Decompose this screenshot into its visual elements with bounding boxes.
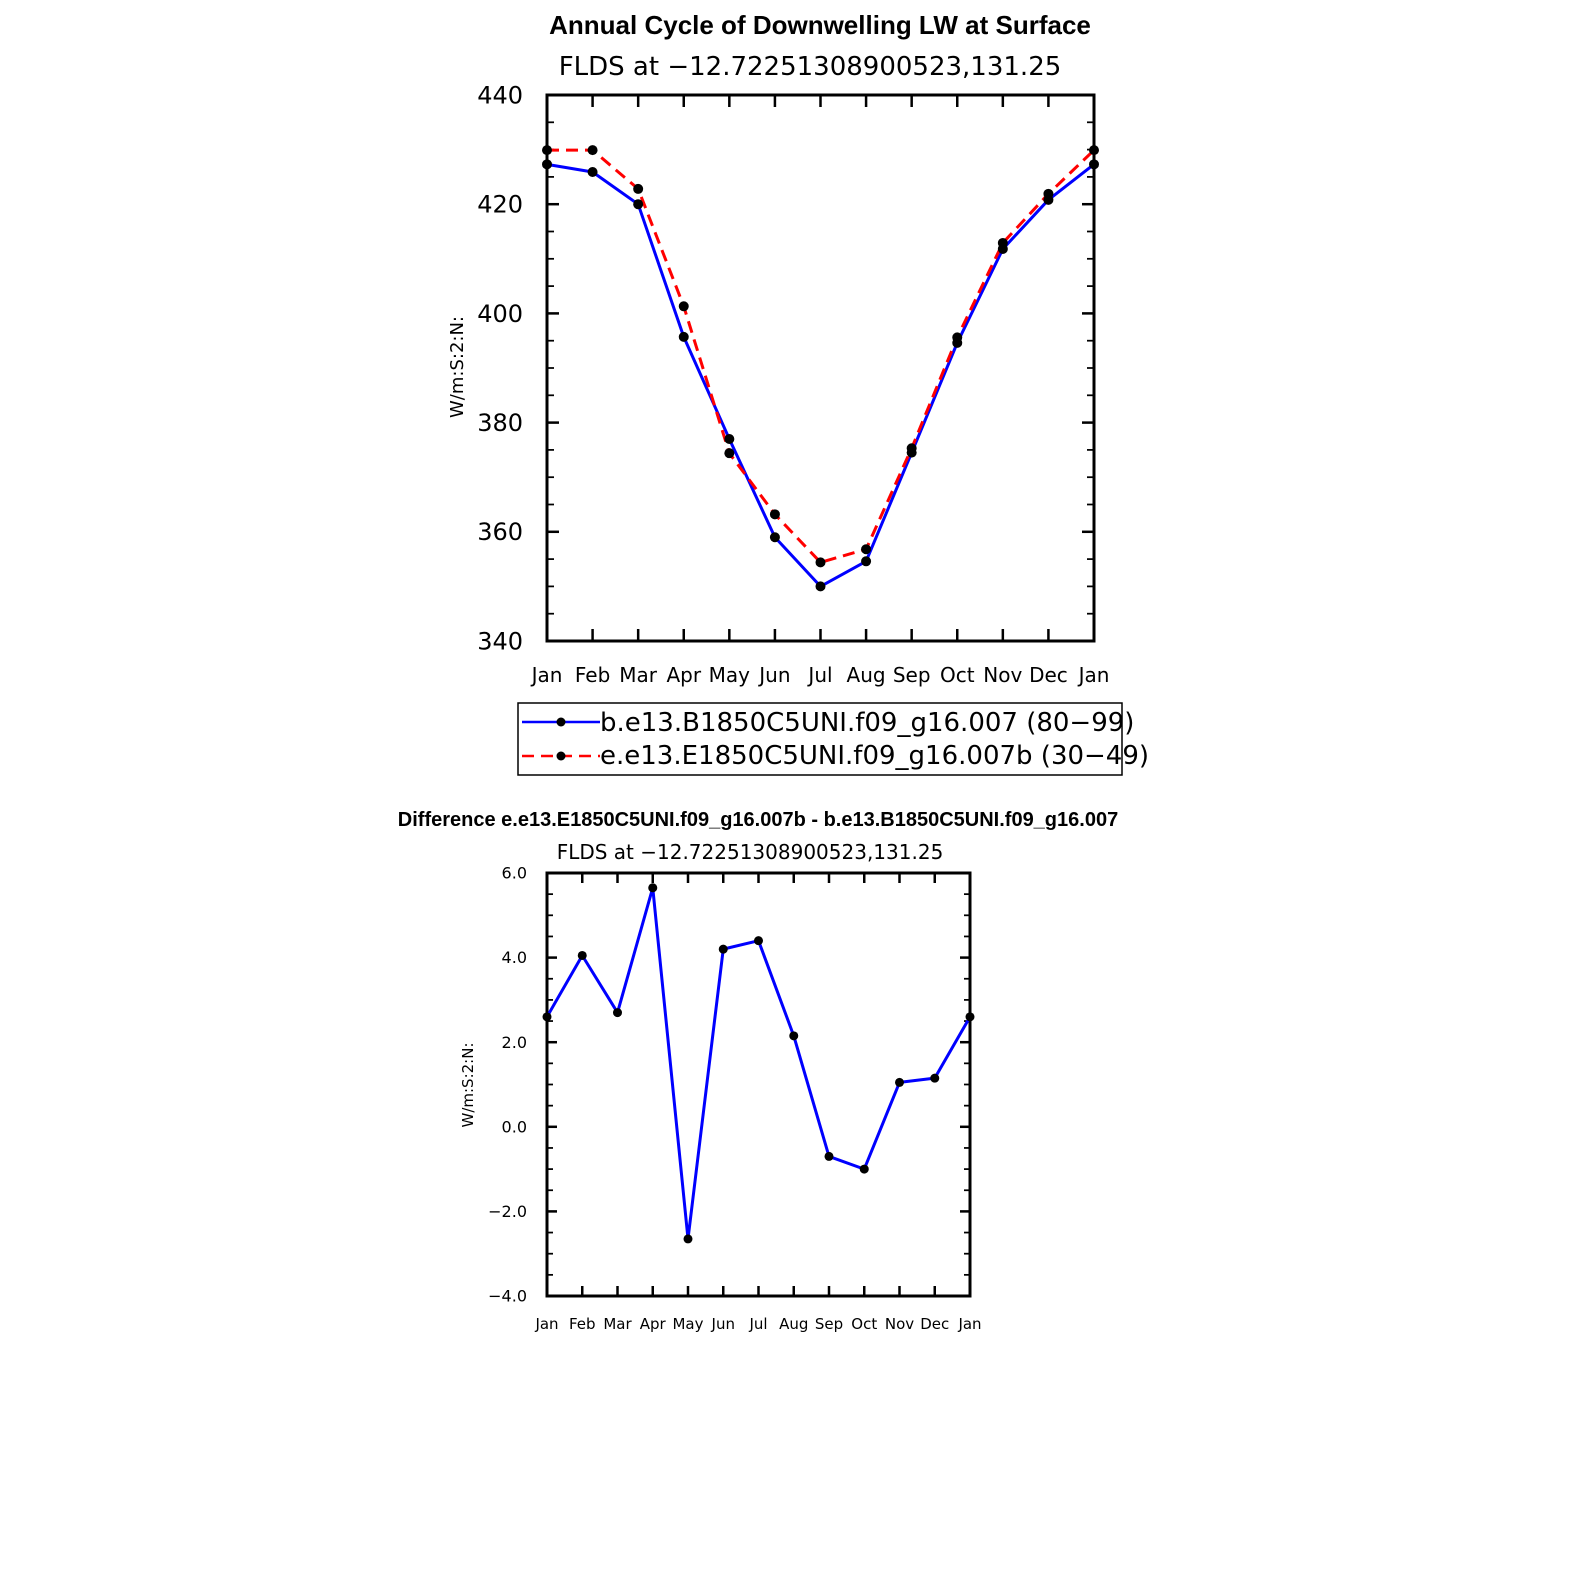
data-point-series-2 [952,332,963,343]
data-point-series-1 [683,1234,693,1244]
y-tick-label: −4.0 [488,1287,527,1306]
data-point-series-2 [769,509,780,520]
series-line-2 [547,148,1096,564]
plot-frame: Jan Feb Mar Apr May Jun Jul Aug Sep Oct Nov Dec Jan 3… [477,81,1109,687]
y-tick-label: 340 [477,627,523,655]
x-tick-label: Dec [920,1315,949,1333]
chart-subtitle: FLDS at −12.72251308900523,131.25 [559,52,1062,82]
plot-frame: Jan Feb Mar Apr May Jun Jul Aug Sep Oct Nov Dec Jan−… [488,864,981,1333]
annual-cycle-chart: Annual Cycle of Downwelling LW at Surfac… [447,10,1149,776]
data-point-series-1 [754,936,763,946]
x-tick-label: Aug [847,663,886,687]
data-point-series-1 [1089,159,1099,170]
x-tick-label: Jan [1077,663,1110,687]
y-axis-label: W/m:S:2:N: [447,316,468,418]
data-point-series-2 [724,448,735,459]
x-tick-label: Jan [534,1315,558,1333]
y-tick-label: 440 [477,81,523,109]
y-tick-label: 0.0 [502,1117,527,1136]
data-point-series-2 [906,443,917,454]
series-marks [542,883,975,1244]
data-point-series-1 [542,1012,552,1022]
data-point-series-2 [997,237,1008,248]
x-tick-label: Sep [815,1315,843,1333]
x-tick-label: Apr [640,1315,667,1333]
data-point-series-1 [613,1008,622,1018]
difference-chart: Difference e.e13.E1850C5UNI.f09_g16.007b… [398,809,1118,1333]
x-tick-label: May [672,1315,703,1333]
data-point-series-1 [824,1151,834,1161]
legend-marker-series-2 [556,751,566,761]
legend-marker-series-1 [556,717,566,727]
data-point-series-1 [859,1164,869,1174]
x-tick-label: Mar [603,1315,632,1333]
data-point-series-1 [965,1012,975,1022]
data-point-series-2 [633,183,644,194]
data-point-series-2 [1089,145,1099,156]
data-point-series-1 [861,556,872,567]
x-tick-label: Feb [569,1315,596,1333]
x-tick-label: Feb [575,663,610,687]
legend: b.e13.B1850C5UNI.f09_g16.007 (80−99) e.e… [517,702,1149,776]
data-point-series-2 [1043,188,1054,199]
x-tick-label: Dec [1029,663,1068,687]
y-tick-label: 380 [477,409,523,437]
data-point-series-1 [789,1031,799,1041]
y-tick-label: 6.0 [502,864,527,883]
y-tick-label: 400 [477,300,523,328]
x-tick-label: Sep [893,663,931,687]
x-tick-label: May [709,663,751,687]
series-line-1 [546,162,1095,588]
y-tick-label: −2.0 [488,1202,527,1221]
x-tick-label: Oct [940,663,975,687]
x-tick-label: Nov [983,663,1022,687]
y-tick-label: 360 [477,518,523,546]
x-tick-label: Jun [711,1315,735,1333]
x-tick-label: Jul [806,663,832,687]
data-point-series-1 [542,159,552,170]
x-tick-label: Aug [779,1315,808,1333]
x-tick-label: Apr [666,663,701,687]
data-point-series-2 [542,145,552,156]
data-point-series-1 [633,199,644,210]
data-point-series-1 [648,883,658,893]
x-tick-label: Jul [748,1315,767,1333]
x-tick-label: Mar [619,663,658,687]
data-point-series-1 [815,581,826,592]
x-tick-label: Nov [885,1315,914,1333]
x-tick-label: Jan [957,1315,981,1333]
data-point-series-2 [587,145,598,156]
data-point-series-2 [861,544,872,555]
data-point-series-2 [678,301,689,312]
y-tick-label: 4.0 [502,948,527,967]
data-point-series-1 [587,166,598,177]
chart-subtitle: FLDS at −12.72251308900523,131.25 [557,840,944,864]
x-tick-label: Oct [851,1315,877,1333]
data-point-series-1 [895,1077,904,1087]
y-tick-label: 420 [477,191,523,219]
data-point-series-2 [815,557,826,568]
data-point-series-1 [930,1073,940,1083]
legend-label-series-1: b.e13.B1850C5UNI.f09_g16.007 (80−99) [600,708,1134,738]
data-point-series-1 [724,433,735,444]
x-tick-label: Jan [530,663,563,687]
data-point-series-1 [577,950,587,960]
legend-box [517,702,1123,776]
y-axis-label: W/m:S:2:N: [459,1043,477,1128]
series-marks [542,145,1099,592]
y-tick-label: 2.0 [502,1033,527,1052]
data-point-series-1 [769,532,780,543]
x-tick-label: Jun [757,663,790,687]
chart-title: Annual Cycle of Downwelling LW at Surfac… [549,10,1091,40]
data-point-series-1 [678,331,689,342]
data-point-series-1 [718,944,728,954]
chart-title: Difference e.e13.E1850C5UNI.f09_g16.007b… [398,809,1118,831]
legend-label-series-2: e.e13.E1850C5UNI.f09_g16.007b (30−49) [600,741,1149,771]
